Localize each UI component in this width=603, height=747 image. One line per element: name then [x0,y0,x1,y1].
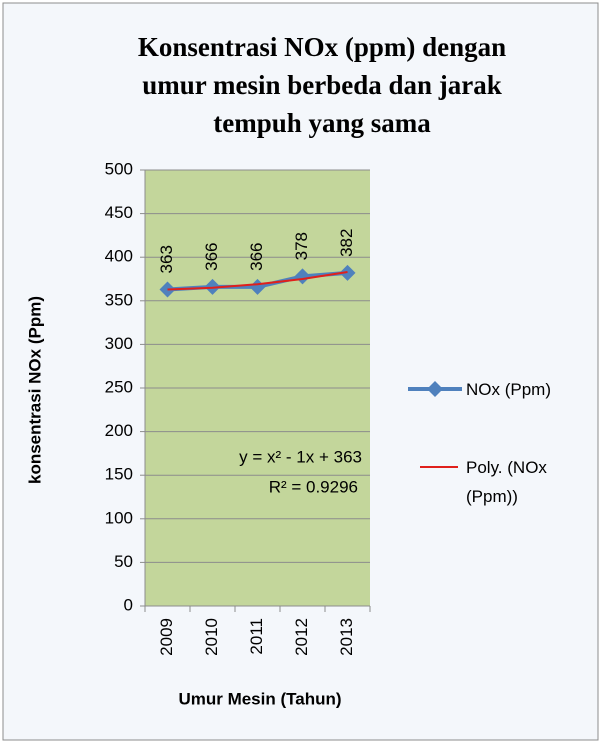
legend-label: NOx (Ppm) [466,380,551,399]
x-tick-label: 2010 [202,618,221,656]
y-tick-label: 500 [105,159,133,178]
y-tick-label: 150 [105,465,133,484]
x-tick-label: 2011 [247,618,266,655]
y-tick-label: 50 [114,552,133,571]
y-axis-label: konsentrasi NOx (Ppm) [25,296,44,484]
y-tick-label: 0 [124,595,133,614]
data-label: 366 [247,242,266,270]
data-label: 363 [157,245,176,273]
legend-label: Poly. (NOx (Ppm)) [466,458,547,506]
chart-title: Konsentrasi NOx (ppm) dengan umur mesin b… [138,32,506,138]
x-tick-label: 2012 [292,618,311,656]
data-label: 382 [337,229,356,257]
y-tick-label: 450 [105,203,133,222]
data-label: 378 [292,232,311,260]
y-tick-label: 300 [105,334,133,353]
series-line [167,271,348,291]
y-tick-label: 400 [105,247,133,266]
y-tick-label: 350 [105,290,133,309]
x-tick-label: 2009 [157,618,176,656]
trend-r-squared: R² = 0.9296 [269,477,358,496]
y-tick-label: 250 [105,377,133,396]
legend-symbol [427,381,443,397]
x-axis-label: Umur Mesin (Tahun) [178,689,341,708]
data-label: 366 [202,242,221,270]
x-tick-label: 2013 [337,618,356,656]
trend-equation: y = x² - 1x + 363 [239,447,362,466]
y-tick-label: 100 [105,508,133,527]
y-tick-label: 200 [105,421,133,440]
